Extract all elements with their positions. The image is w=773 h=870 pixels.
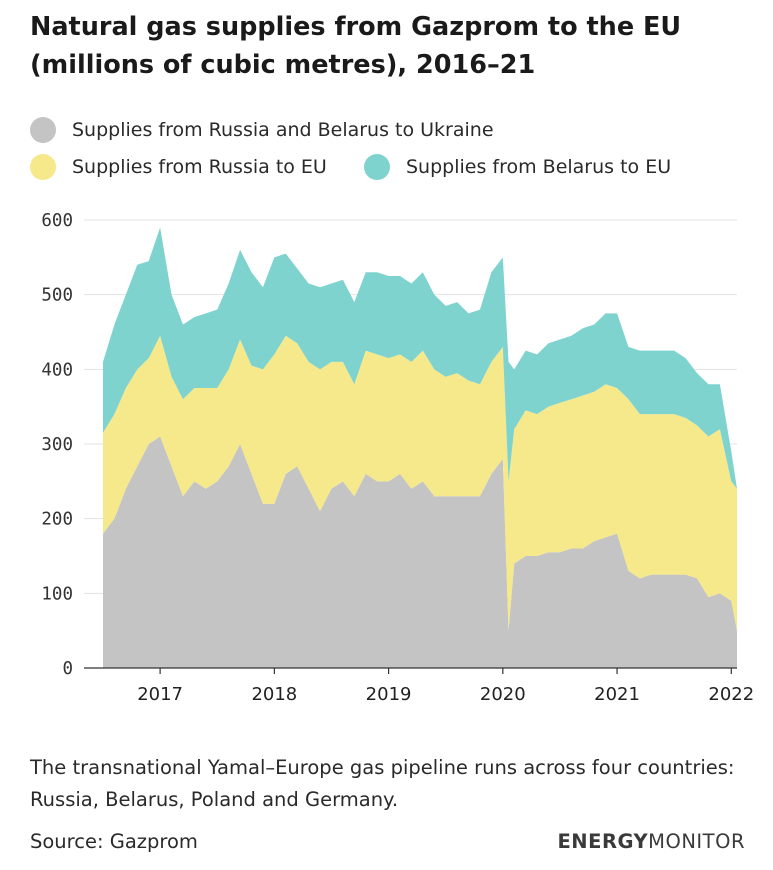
legend-item-ukraine: Supplies from Russia and Belarus to Ukra… bbox=[30, 117, 494, 143]
brand-logo-light: MONITOR bbox=[648, 830, 745, 853]
legend-swatch-yellow bbox=[30, 154, 56, 180]
y-tick-label-600: 600 bbox=[41, 211, 73, 231]
y-tick-label-200: 200 bbox=[41, 510, 73, 530]
y-tick-label-500: 500 bbox=[41, 286, 73, 306]
y-tick-label-400: 400 bbox=[41, 360, 73, 380]
x-tick-label-2020: 2020 bbox=[480, 684, 526, 705]
x-tick-label-2019: 2019 bbox=[366, 684, 412, 705]
legend-label-belarus-eu: Supplies from Belarus to EU bbox=[406, 156, 672, 178]
source-text: Source: Gazprom bbox=[30, 830, 198, 853]
legend-swatch-teal bbox=[364, 154, 390, 180]
x-tick-label-2017: 2017 bbox=[137, 684, 183, 705]
legend-item-belarus-eu: Supplies from Belarus to EU bbox=[364, 154, 671, 180]
area-series-0 bbox=[103, 436, 737, 668]
legend-swatch-grey bbox=[30, 117, 56, 143]
chart-title: Natural gas supplies from Gazprom to the… bbox=[30, 12, 682, 80]
y-tick-label-300: 300 bbox=[41, 435, 73, 455]
y-tick-label-100: 100 bbox=[41, 584, 73, 604]
x-tick-label-2018: 2018 bbox=[251, 684, 297, 705]
area-series-2 bbox=[103, 227, 737, 489]
brand-logo: ENERGYMONITOR bbox=[557, 830, 745, 853]
x-tick-label-2022: 2022 bbox=[708, 684, 754, 705]
legend-label-russia-eu: Supplies from Russia to EU bbox=[72, 156, 327, 178]
chart-note: The transnational Yamal–Europe gas pipel… bbox=[30, 756, 735, 811]
y-tick-label-0: 0 bbox=[62, 659, 73, 679]
x-tick-label-2021: 2021 bbox=[594, 684, 640, 705]
area-series-1 bbox=[103, 335, 737, 631]
stacked-area-chart: 0 100 200 300 400 500 600 2017 2018 2019 2020 2021 2… bbox=[41, 211, 754, 705]
legend-label-ukraine: Supplies from Russia and Belarus to Ukra… bbox=[72, 119, 494, 141]
legend-item-russia-eu: Supplies from Russia to EU bbox=[30, 154, 327, 180]
brand-logo-bold: ENERGY bbox=[557, 830, 649, 853]
